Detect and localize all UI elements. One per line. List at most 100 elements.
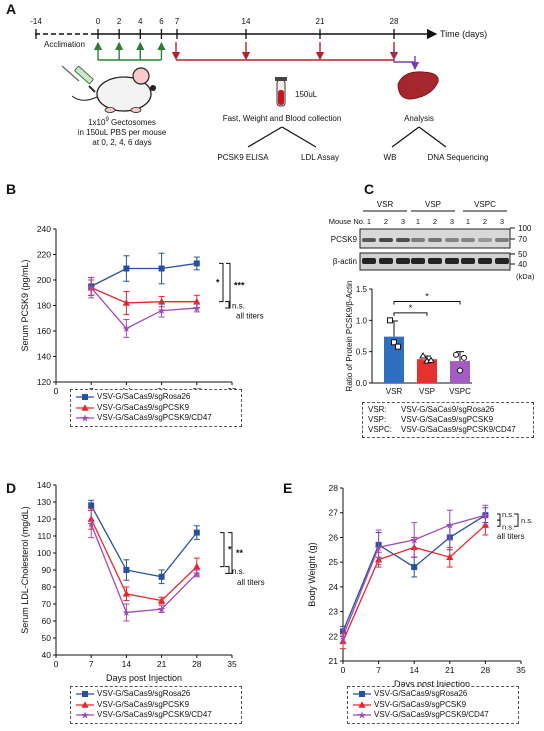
chart-d: D 40 50 60 70 80 90 100 110 120 130 140 0 7 14 21 28 35 D… [6, 480, 265, 683]
collection-branch [247, 126, 317, 148]
panel-label-d: D [6, 480, 16, 496]
y-tick-label: 70 [42, 599, 52, 609]
data-point-star: ★ [81, 414, 90, 424]
dose-line3: at 0, 2, 4, 6 days [92, 138, 151, 147]
y-tick-label: 120 [37, 377, 51, 387]
data-point-star: ★ [339, 632, 348, 643]
panel-label-c: C [364, 181, 374, 197]
y-axis-label: Body Weight (g) [307, 542, 317, 606]
bar-category-label: VSP [419, 387, 435, 396]
legend-swatch [76, 700, 94, 708]
legend-c-entry: VSP: VSV-G/SaCas9/sgPCSK9 [368, 415, 528, 425]
y-tick-label: 50 [42, 633, 52, 643]
x-tick-label: 28 [192, 659, 202, 669]
x-tick-label: 14 [409, 665, 419, 675]
lane-number: 3 [500, 217, 504, 226]
sig-bracket-1-label: * [216, 278, 220, 288]
day-tick-label: 7 [175, 17, 180, 26]
ns-bracket-1 [497, 513, 501, 521]
day-tick-label: 0 [96, 17, 101, 26]
legend-entry: VSV-G/SaCas9/sgPCSK9 [353, 700, 513, 711]
pcsk9-band [411, 238, 425, 242]
bar-point [461, 354, 467, 361]
actin-band [495, 258, 509, 264]
sig-bracket-1 [219, 262, 224, 303]
data-point-square [88, 502, 95, 509]
data-point-triangle [122, 590, 130, 597]
y-tick-label: 110 [37, 531, 51, 541]
data-point-star: ★ [358, 711, 367, 721]
liver-icon [397, 71, 439, 100]
legend-c-entry: VSPC: VSV-G/SaCas9/sgPCSK9/CD47 [368, 425, 528, 435]
y-tick-label: 120 [37, 514, 51, 524]
data-point-square [193, 529, 200, 536]
bar-point [387, 317, 393, 324]
blood-volume: 150uL [295, 90, 318, 99]
bar-y-tick-label: 0.5 [356, 348, 368, 357]
blot-group-label: VSPC [474, 200, 496, 209]
sig-bracket-vsr-vspc [393, 301, 461, 305]
pcsk9-band [495, 238, 509, 242]
series-line-0 [90, 505, 198, 578]
y-tick-label: 40 [42, 650, 52, 660]
chart-e: E 21 22 23 24 25 26 27 28 0 7 14 21 28 35 Days post In… [283, 480, 533, 689]
data-point-star: ★ [192, 569, 201, 580]
lane-number: 1 [466, 217, 470, 226]
ldl-label: LDL Assay [301, 153, 339, 162]
actin-band [411, 258, 425, 264]
data-point-triangle [446, 553, 454, 560]
data-point-triangle [193, 562, 201, 570]
data-point-star: ★ [192, 304, 201, 315]
blood-tube-icon [275, 77, 287, 107]
sig-bracket-3-label: *** [234, 281, 245, 291]
panel-label-b: B [6, 181, 16, 197]
y-tick-label: 23 [329, 607, 339, 617]
panel-label-e: E [283, 480, 292, 496]
sig-bracket-2 [228, 532, 233, 574]
all-titers-label: all titers [497, 532, 525, 541]
data-point-square [411, 564, 418, 571]
x-tick-label: 0 [54, 659, 59, 669]
legend-label: VSV-G/SaCas9/sgPCSK9/CD47 [97, 710, 212, 719]
sig-bracket-2-label: ** [236, 548, 244, 558]
legend-c-entry: VSR: VSV-G/SaCas9/sgRosa26 [368, 405, 528, 415]
pcsk9-band [362, 238, 376, 242]
dose-line2: in 150uL PBS per mouse [78, 128, 167, 137]
actin-band [396, 258, 410, 264]
bar-point [419, 352, 427, 359]
day-tick-label: 14 [242, 17, 251, 26]
legend-label: VSV-G/SaCas9/sgRosa26 [97, 392, 191, 401]
ns-label: n.s. [232, 302, 245, 311]
data-point-triangle [81, 403, 89, 411]
day-tick-label: 4 [138, 17, 143, 26]
data-point-star: ★ [374, 543, 383, 554]
bar-y-tick-label: 1.0 [356, 316, 368, 325]
data-point-star: ★ [122, 324, 131, 335]
data-point-square [123, 265, 130, 272]
bar-y-tick-label: 0.0 [356, 379, 368, 388]
x-tick-label: 7 [376, 665, 381, 675]
legend-entry: VSV-G/SaCas9/sgPCSK9 [76, 700, 236, 711]
lane-number: 1 [416, 217, 420, 226]
x-axis-label: Days post Injection [106, 673, 182, 683]
ns-label-2: n.s. [502, 522, 514, 531]
ns-bracket [225, 301, 230, 309]
data-point-square [158, 573, 165, 580]
bar-y-axis-label: Ratio of Protein PCSK9/β-Actin [345, 281, 354, 392]
kda-label: (kDa) [516, 272, 535, 281]
dna-label: DNA Sequencing [428, 153, 489, 162]
legend-c-key: VSP: [368, 415, 387, 424]
legend-swatch: ★ [353, 711, 371, 721]
elisa-label: PCSK9 ELISA [217, 153, 269, 162]
x-tick-label: 21 [157, 659, 167, 669]
actin-band [461, 258, 475, 264]
mouse-no-label: Mouse No. [329, 217, 365, 226]
x-tick-label: 0 [54, 386, 59, 396]
legend-c-key: VSPC: [368, 425, 393, 434]
y-tick-label: 180 [37, 301, 51, 311]
day-tick-label: 6 [159, 17, 164, 26]
ns-bracket-3 [514, 513, 519, 527]
x-axis-label: Days post Injection [394, 679, 470, 689]
